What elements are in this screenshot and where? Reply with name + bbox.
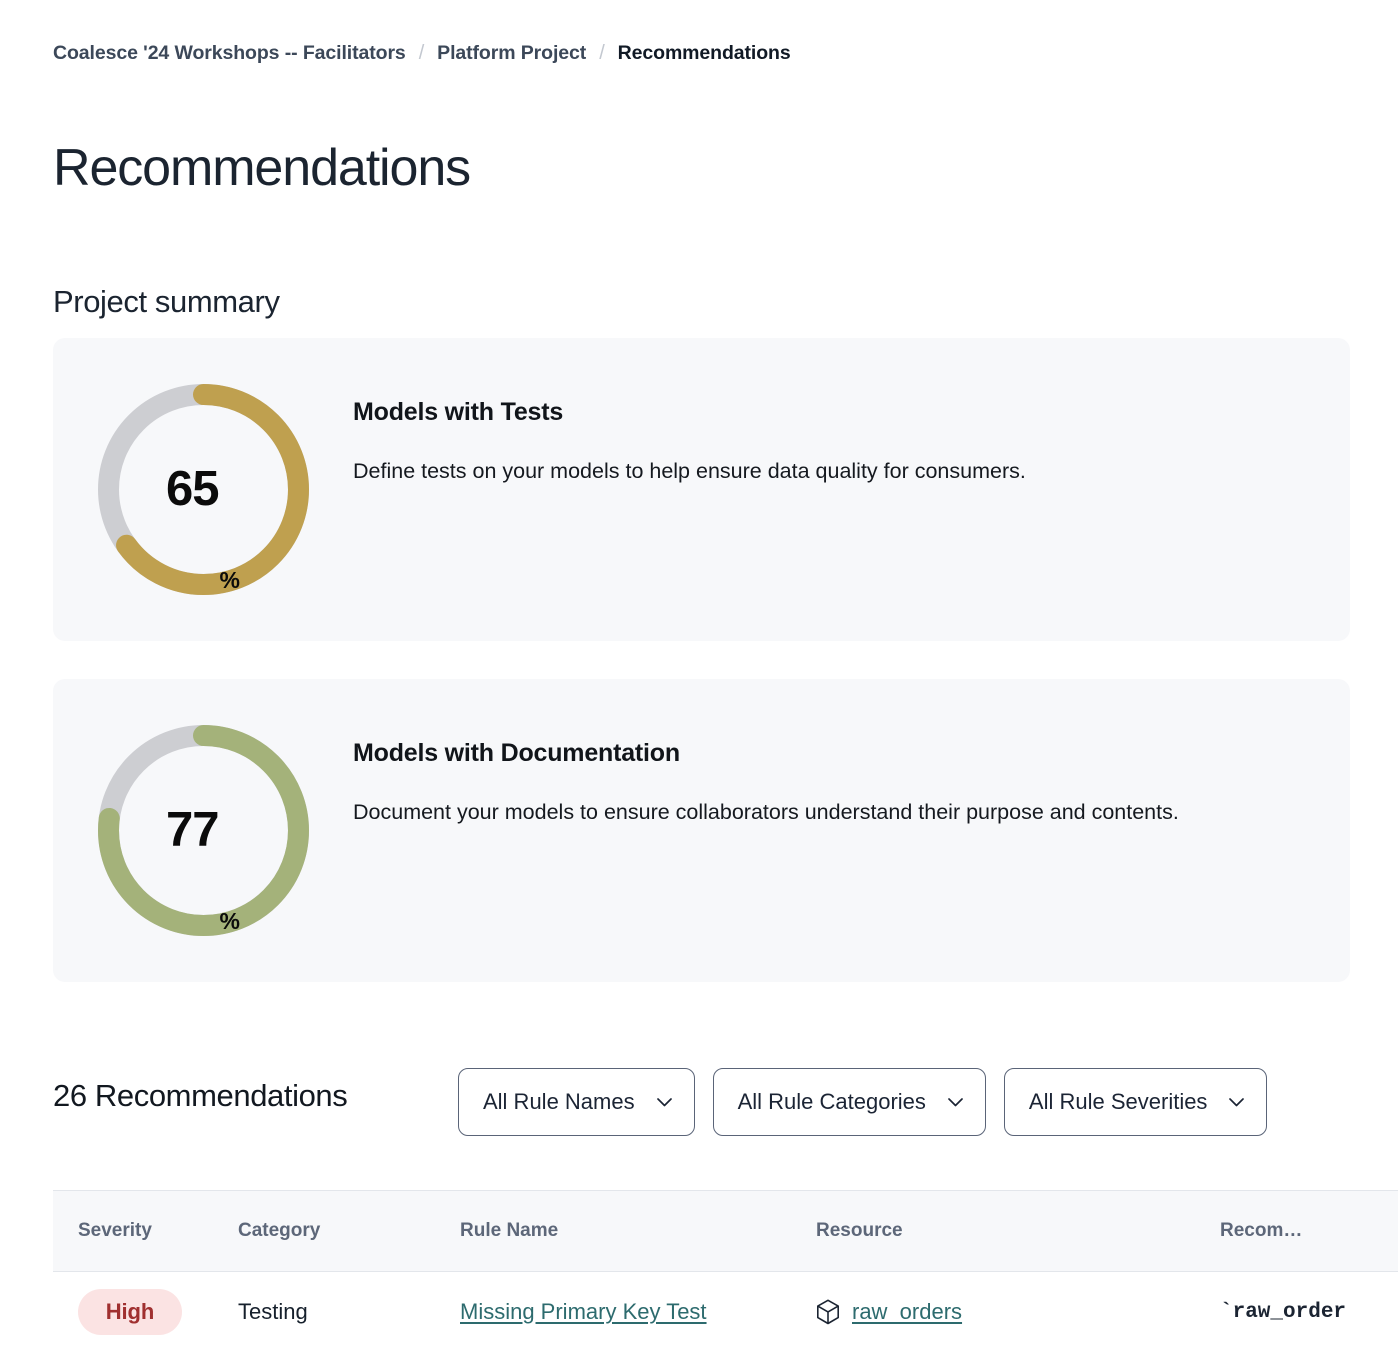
filter-rule-categories[interactable]: All Rule Categories: [712, 1068, 986, 1136]
donut-percent-symbol-tests: %: [219, 567, 240, 593]
filter-rule-categories-label: All Rule Categories: [737, 1089, 926, 1114]
recommendation-text: `raw_order: [1220, 1300, 1347, 1324]
filter-rule-severities[interactable]: All Rule Severities: [1003, 1068, 1268, 1136]
chevron-down-icon: [948, 1097, 963, 1106]
summary-card-title-tests: Models with Tests: [353, 398, 564, 426]
summary-card-models-with-documentation: 77 % Models with Documentation Document …: [53, 679, 1350, 982]
filter-toolbar: All Rule Names All Rule Categories All R…: [458, 1068, 1268, 1136]
donut-value-docs: 77: [166, 803, 220, 857]
column-header-rule-name[interactable]: Rule Name: [460, 1220, 559, 1241]
chevron-down-icon: [1229, 1097, 1245, 1106]
summary-card-description-docs: Document your models to ensure collabora…: [353, 800, 1179, 824]
summary-card-body-tests: Models with Tests Define tests on your m…: [353, 338, 1086, 488]
recommendations-count: 26 Recommendations: [53, 1078, 348, 1113]
filter-rule-severities-label: All Rule Severities: [1028, 1089, 1208, 1114]
cell-rule-name: Missing Primary Key Test: [460, 1299, 816, 1325]
column-header-recommendation[interactable]: Recom…: [1220, 1220, 1303, 1241]
cell-resource: raw_orders: [816, 1299, 1220, 1325]
breadcrumb-item-current: Recommendations: [617, 42, 791, 64]
summary-card-models-with-tests: 65 % Models with Tests Define tests on y…: [53, 338, 1350, 641]
breadcrumb-separator: /: [599, 42, 605, 64]
rule-name-link[interactable]: Missing Primary Key Test: [460, 1299, 707, 1324]
page-title: Recommendations: [53, 138, 471, 197]
donut-chart-models-with-documentation: 77 %: [97, 724, 310, 937]
summary-card-title-docs: Models with Documentation: [353, 739, 680, 767]
donut-value-tests: 65: [166, 462, 220, 516]
filter-rule-names-label: All Rule Names: [483, 1089, 635, 1114]
recommendations-table: Severity Category Rule Name Resource Rec…: [53, 1190, 1398, 1352]
donut-chart-models-with-tests: 65 %: [97, 383, 310, 596]
cube-icon: [817, 1299, 839, 1325]
column-header-severity[interactable]: Severity: [78, 1220, 152, 1241]
donut-label-docs: 77 %: [97, 724, 310, 937]
donut-wrap-tests: 65 %: [53, 338, 353, 641]
breadcrumb-item-project[interactable]: Platform Project: [437, 42, 587, 64]
cell-severity: High: [53, 1289, 238, 1335]
breadcrumb: Coalesce '24 Workshops -- Facilitators /…: [53, 42, 791, 65]
donut-label-tests: 65 %: [97, 383, 310, 596]
chevron-down-icon: [656, 1097, 672, 1106]
filter-rule-names[interactable]: All Rule Names: [458, 1068, 695, 1136]
table-row[interactable]: High Testing Missing Primary Key Test ra…: [53, 1272, 1398, 1352]
breadcrumb-separator: /: [418, 42, 425, 64]
cell-category: Testing: [238, 1299, 308, 1324]
table-header-row: Severity Category Rule Name Resource Rec…: [53, 1190, 1398, 1272]
project-summary-heading: Project summary: [53, 283, 280, 319]
donut-percent-symbol-docs: %: [219, 908, 240, 934]
summary-card-body-docs: Models with Documentation Document your …: [353, 679, 1239, 829]
donut-wrap-docs: 77 %: [53, 679, 353, 982]
column-header-category[interactable]: Category: [238, 1220, 321, 1241]
status-badge: High: [78, 1289, 182, 1335]
summary-card-description-tests: Define tests on your models to help ensu…: [353, 459, 1026, 483]
breadcrumb-item-workspace[interactable]: Coalesce '24 Workshops -- Facilitators: [53, 42, 406, 64]
column-header-resource[interactable]: Resource: [816, 1220, 903, 1241]
resource-link[interactable]: raw_orders: [852, 1299, 963, 1324]
cell-recommendation: `raw_order: [1220, 1301, 1398, 1324]
